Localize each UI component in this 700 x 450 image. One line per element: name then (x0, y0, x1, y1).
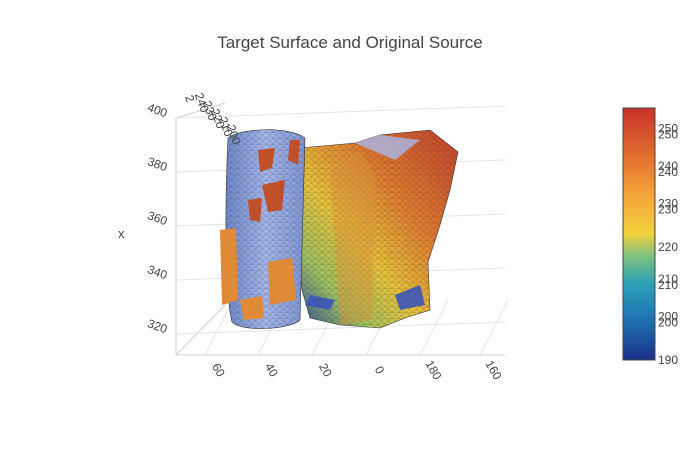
colorbar-tick-label: 210 (658, 272, 678, 286)
y-tick-label: 0 (372, 364, 388, 377)
z-tick-label: 240 (192, 91, 212, 115)
z-tick-label: 220 (208, 107, 228, 131)
x-tick-label: 400 (146, 100, 170, 120)
z-tick-label: 2 (182, 93, 198, 104)
y-tick-label: 160 (482, 358, 504, 383)
y-grid-line (479, 299, 509, 356)
colorbar-tick-label: 200 (658, 309, 678, 323)
colorbar-tick-label: 240 (658, 165, 678, 179)
y-grid-line (204, 299, 234, 356)
x-tick-label: 360 (146, 208, 170, 228)
colorbar-tick-label: 250 (658, 121, 678, 135)
colorbar-tick-label: 210 (658, 278, 678, 292)
x-tick-label: 340 (146, 262, 170, 282)
colorbar-tick-label: 200 (658, 315, 678, 329)
x-axis-title: x (118, 226, 125, 241)
y-tick-label: 60 (209, 361, 228, 380)
z-tick-label: 210 (216, 115, 236, 139)
z-tick-label: 200 (224, 123, 244, 147)
source-surface (297, 129, 459, 329)
x-grid-line (175, 105, 506, 119)
x-axis-ticks: 320 340 360 380 400 (146, 100, 170, 336)
y-tick-label: 180 (422, 358, 444, 383)
y-tick-label: 20 (316, 361, 335, 380)
scene-box (175, 102, 505, 356)
colorbar-tick-label: 250 (658, 127, 678, 141)
target-surface (220, 129, 306, 329)
y-grid-line (419, 299, 449, 356)
chart-title: Target Surface and Original Source (217, 33, 483, 52)
y-tick-label: 40 (262, 361, 281, 380)
x-tick-label: 320 (146, 316, 170, 336)
x-tick-label: 380 (146, 154, 170, 174)
colorbar-gradient (622, 107, 656, 361)
colorbar-tick-label: 230 (658, 203, 678, 217)
colorbar-tick-label: 220 (658, 240, 678, 254)
colorbar-tick-label: 190 (658, 353, 678, 367)
colorbar-tick-label: 230 (658, 197, 678, 211)
colorbar-tick-label: 240 (658, 159, 678, 173)
z-tick-label: 230 (200, 99, 220, 123)
x-grid-line (175, 321, 506, 335)
y-axis-ticks: 60 40 20 0 180 160 (209, 358, 505, 383)
